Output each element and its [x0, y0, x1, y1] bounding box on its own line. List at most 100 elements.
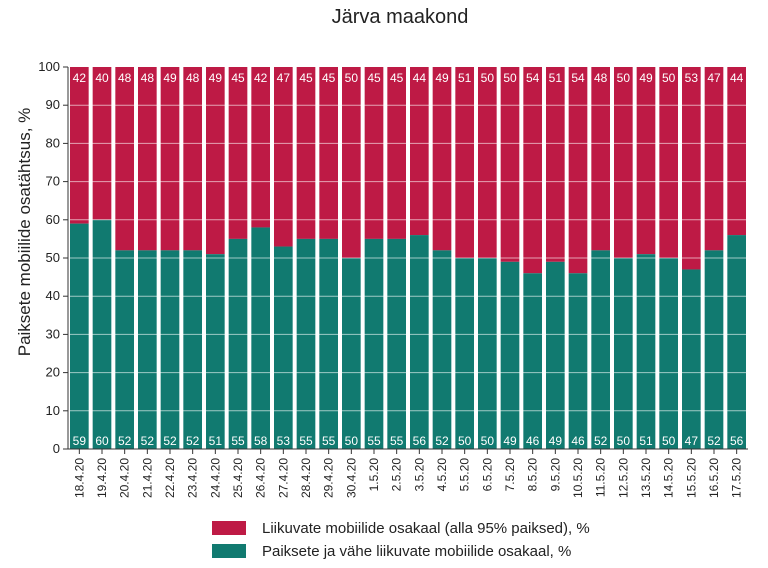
label-moving-9.5.20: 51 — [549, 71, 563, 85]
bar-moving-26.4.20 — [251, 67, 270, 228]
bar-stationary-15.5.20 — [682, 269, 701, 449]
y-tick-label-40: 40 — [46, 288, 60, 303]
bar-stationary-16.5.20 — [704, 250, 724, 449]
x-tick-label-29.4.20: 29.4.20 — [322, 458, 336, 498]
label-stationary-25.4.20: 55 — [231, 434, 245, 448]
bars-group — [70, 67, 746, 449]
label-moving-22.4.20: 49 — [163, 71, 177, 85]
bar-moving-17.5.20 — [727, 67, 746, 236]
label-moving-10.5.20: 54 — [571, 71, 585, 85]
x-tick-label-9.5.20: 9.5.20 — [548, 458, 562, 492]
bar-moving-24.4.20 — [206, 67, 225, 255]
label-stationary-8.5.20: 46 — [526, 434, 540, 448]
bar-stationary-30.4.20 — [342, 258, 361, 449]
label-moving-16.5.20: 47 — [707, 71, 721, 85]
chart-title: Järva maakond — [331, 6, 469, 28]
bar-moving-15.5.20 — [682, 67, 701, 270]
label-moving-23.4.20: 48 — [186, 71, 200, 85]
y-tick-label-70: 70 — [46, 174, 60, 189]
label-stationary-26.4.20: 58 — [254, 434, 268, 448]
y-tick-label-10: 10 — [46, 403, 60, 418]
bar-stationary-17.5.20 — [727, 235, 746, 449]
label-moving-8.5.20: 54 — [526, 71, 540, 85]
y-tick-label-50: 50 — [46, 250, 60, 265]
x-tick-label-19.4.20: 19.4.20 — [95, 458, 109, 498]
bar-stationary-22.4.20 — [160, 250, 180, 449]
bar-stationary-25.4.20 — [228, 238, 248, 449]
bar-stationary-11.5.20 — [591, 250, 610, 449]
label-stationary-1.5.20: 55 — [367, 434, 381, 448]
bar-moving-29.4.20 — [319, 67, 338, 239]
x-tick-label-7.5.20: 7.5.20 — [503, 458, 517, 492]
bar-stationary-26.4.20 — [251, 227, 270, 449]
label-stationary-28.4.20: 55 — [299, 434, 313, 448]
bar-stationary-14.5.20 — [659, 258, 678, 449]
bar-moving-20.4.20 — [115, 67, 134, 251]
label-moving-5.5.20: 51 — [458, 71, 472, 85]
x-tick-label-24.4.20: 24.4.20 — [208, 458, 222, 498]
bar-moving-22.4.20 — [160, 67, 180, 251]
x-tick-label-25.4.20: 25.4.20 — [231, 458, 245, 498]
label-stationary-12.5.20: 50 — [617, 434, 631, 448]
bar-moving-2.5.20 — [387, 67, 406, 239]
label-moving-27.4.20: 47 — [277, 71, 291, 85]
label-stationary-11.5.20: 52 — [594, 434, 608, 448]
x-tick-label-13.5.20: 13.5.20 — [639, 458, 653, 498]
x-tick-label-1.5.20: 1.5.20 — [367, 458, 381, 492]
bar-stationary-27.4.20 — [274, 246, 293, 449]
label-stationary-20.4.20: 52 — [118, 434, 132, 448]
y-tick-label-20: 20 — [46, 365, 60, 380]
label-moving-19.4.20: 40 — [95, 71, 109, 85]
label-moving-17.5.20: 44 — [730, 71, 744, 85]
bar-moving-11.5.20 — [591, 67, 610, 251]
label-moving-20.4.20: 48 — [118, 71, 132, 85]
label-stationary-14.5.20: 50 — [662, 434, 676, 448]
label-stationary-5.5.20: 50 — [458, 434, 472, 448]
label-stationary-7.5.20: 49 — [503, 434, 517, 448]
bar-stationary-21.4.20 — [138, 250, 157, 449]
bar-stationary-8.5.20 — [523, 273, 542, 449]
bar-stationary-4.5.20 — [432, 250, 452, 449]
bar-value-labels: 42 59 40 60 48 52 48 52 49 52 48 52 49 51 45 55 42 58 47 53… — [73, 71, 744, 448]
x-tick-label-15.5.20: 15.5.20 — [684, 458, 698, 498]
label-stationary-21.4.20: 52 — [141, 434, 155, 448]
label-stationary-2.5.20: 55 — [390, 434, 404, 448]
label-stationary-17.5.20: 56 — [730, 434, 744, 448]
bar-stationary-29.4.20 — [319, 238, 338, 449]
legend-item-stationary: Paiksete ja vähe liikuvate mobiilide osa… — [212, 540, 590, 562]
legend: Liikuvate mobiilide osakaal (alla 95% pa… — [212, 517, 590, 563]
x-tick-label-22.4.20: 22.4.20 — [163, 458, 177, 498]
label-moving-21.4.20: 48 — [141, 71, 155, 85]
legend-item-moving: Liikuvate mobiilide osakaal (alla 95% pa… — [212, 517, 590, 539]
label-stationary-24.4.20: 51 — [209, 434, 223, 448]
label-moving-29.4.20: 45 — [322, 71, 336, 85]
bar-stationary-3.5.20 — [410, 235, 429, 449]
label-stationary-9.5.20: 49 — [549, 434, 563, 448]
bar-moving-12.5.20 — [614, 67, 633, 258]
label-stationary-15.5.20: 47 — [685, 434, 699, 448]
x-tick-label-8.5.20: 8.5.20 — [526, 458, 540, 492]
x-tick-label-28.4.20: 28.4.20 — [299, 458, 313, 498]
legend-label-stationary: Paiksete ja vähe liikuvate mobiilide osa… — [262, 542, 572, 560]
label-stationary-30.4.20: 50 — [345, 434, 359, 448]
bar-moving-8.5.20 — [523, 67, 542, 274]
bar-moving-21.4.20 — [138, 67, 157, 251]
label-moving-6.5.20: 50 — [481, 71, 495, 85]
bar-moving-25.4.20 — [228, 67, 248, 239]
x-tick-label-17.5.20: 17.5.20 — [730, 458, 744, 498]
label-stationary-19.4.20: 60 — [95, 434, 109, 448]
label-moving-28.4.20: 45 — [299, 71, 313, 85]
label-stationary-27.4.20: 53 — [277, 434, 291, 448]
x-tick-label-14.5.20: 14.5.20 — [662, 458, 676, 498]
label-moving-2.5.20: 45 — [390, 71, 404, 85]
label-stationary-4.5.20: 52 — [435, 434, 449, 448]
legend-label-moving: Liikuvate mobiilide osakaal (alla 95% pa… — [262, 519, 590, 537]
legend-swatch-stationary — [212, 544, 246, 558]
y-tick-label-0: 0 — [53, 441, 60, 456]
bar-moving-30.4.20 — [342, 67, 361, 258]
label-moving-12.5.20: 50 — [617, 71, 631, 85]
label-moving-30.4.20: 50 — [345, 71, 359, 85]
bar-moving-3.5.20 — [410, 67, 429, 236]
bar-stationary-23.4.20 — [183, 250, 202, 449]
label-moving-7.5.20: 50 — [503, 71, 517, 85]
